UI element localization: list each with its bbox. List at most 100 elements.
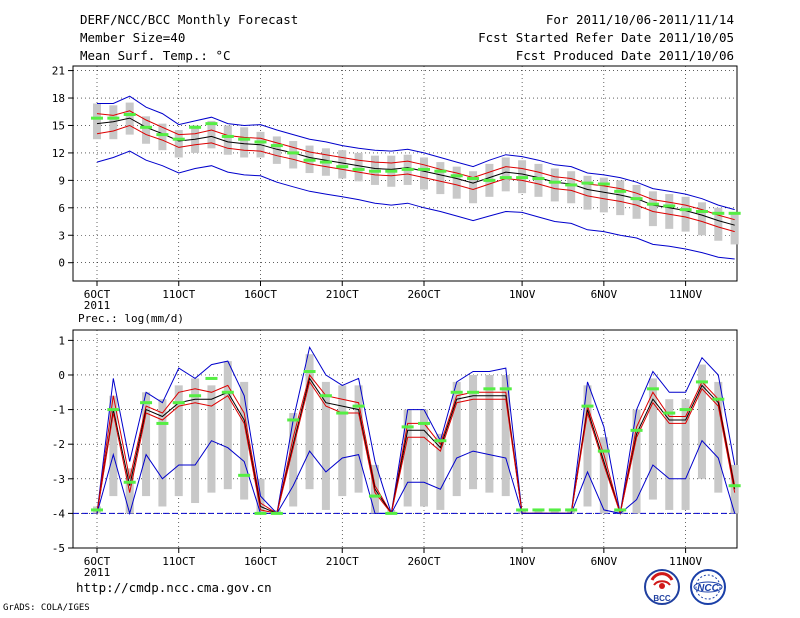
temp-mode-marker [123, 112, 136, 116]
temp-mode-marker [336, 165, 349, 169]
temp-series-lower [96, 124, 735, 233]
prec-mode-marker [565, 508, 578, 512]
temp-ensemble-box [665, 194, 674, 229]
temp-mode-marker [646, 202, 659, 206]
temp-ensemble-box [436, 162, 445, 195]
prec-mode-marker [516, 508, 529, 512]
prec-mode-marker [336, 411, 349, 415]
temp-ensemble-box [501, 157, 510, 192]
temp-mode-marker [581, 181, 594, 185]
prec-ytick-label: 1 [58, 334, 65, 347]
temp-mode-marker [532, 177, 545, 181]
temp-mode-marker [270, 144, 283, 148]
temp-mode-marker [303, 158, 316, 162]
temp-ensemble-box [648, 191, 657, 227]
temp-ensemble-box [550, 168, 559, 202]
prec-xtick-label: 26OCT [407, 555, 440, 568]
prec-title: Prec.: log(mm/d) [78, 312, 184, 325]
prec-series-ensemble-min [96, 439, 736, 516]
prec-mode-marker [352, 404, 365, 408]
temp-mode-marker [319, 160, 332, 164]
grads-credit: GrADS: COLA/IGES [3, 603, 90, 613]
temp-mode-marker [483, 178, 496, 182]
temp-xtick-label: 11OCT [162, 288, 195, 301]
temp-ensemble-box [534, 163, 543, 197]
temp-ensemble-box [616, 180, 625, 216]
prec-mode-marker [630, 428, 643, 432]
prec-mode-marker [238, 473, 251, 477]
prec-ensemble-box [681, 399, 690, 510]
temp-mode-marker [434, 169, 447, 173]
temp-mode-marker [287, 151, 300, 155]
prec-mode-marker [418, 421, 430, 425]
temp-ensemble-box [567, 171, 576, 204]
temp-xtick-label: 6NOV [591, 288, 618, 301]
temp-ensemble-box [469, 171, 478, 204]
prec-ensemble-box [485, 374, 494, 493]
temp-ensemble-box [681, 196, 690, 232]
temp-ensemble-box [338, 150, 347, 179]
agency-logos: BCC NCC [636, 566, 736, 612]
temp-mode-marker [679, 208, 692, 212]
temp-mode-marker [597, 182, 610, 186]
prec-ensemble-box [452, 381, 461, 497]
prec-mode-marker [532, 508, 545, 512]
variable-label: Mean Surf. Temp.: °C [80, 48, 231, 63]
temp-ensemble-box [272, 136, 281, 164]
prec-mode-marker [156, 421, 169, 425]
temp-xtick-label: 16OCT [244, 288, 277, 301]
prec-mode-marker [270, 511, 283, 515]
forecast-period-label: For 2011/10/06-2011/11/14 [545, 12, 734, 27]
prec-series-ensemble-max [96, 345, 736, 515]
prec-mode-marker [303, 370, 316, 374]
prec-mode-marker [254, 511, 267, 515]
prec-ensemble-box [469, 374, 478, 490]
temp-mode-marker [499, 176, 512, 180]
prec-series-upper [96, 373, 736, 515]
temp-mode-marker [156, 133, 169, 137]
prec-xtick-label: 1NOV [509, 555, 536, 568]
prec-ensemble-box [223, 361, 232, 490]
temp-mode-marker [450, 174, 463, 178]
temp-mode-marker [385, 169, 398, 173]
prec-ensemble-box [142, 392, 151, 497]
prec-mode-marker [368, 494, 381, 498]
prec-ensemble-box [158, 399, 167, 507]
temp-xtick-label: 1NOV [509, 288, 536, 301]
temp-mode-marker [91, 116, 103, 120]
prec-ytick-label: -2 [52, 438, 65, 451]
temp-ensemble-box [714, 207, 723, 241]
prec-xtick-label: 11OCT [162, 555, 195, 568]
source-url[interactable]: http://cmdp.ncc.cma.gov.cn [76, 580, 272, 595]
temp-mode-marker [140, 125, 153, 129]
prec-ytick-label: -3 [52, 473, 65, 486]
prec-ensemble-box [665, 399, 674, 510]
prec-mode-marker [287, 418, 300, 422]
prec-mode-marker [614, 508, 627, 512]
temp-ensemble-box [420, 157, 428, 190]
prec-ensemble-box [338, 385, 347, 497]
temp-mode-marker [712, 211, 725, 215]
prec-ensemble-box [714, 381, 723, 493]
temp-mode-marker [205, 122, 218, 126]
temp-xtick-label: 26OCT [407, 288, 440, 301]
temp-ytick-label: 12 [52, 147, 65, 160]
prec-mode-marker [728, 484, 741, 488]
temp-ytick-label: 21 [52, 65, 65, 78]
temp-ensemble-box [583, 175, 592, 210]
prec-mode-marker [499, 387, 512, 391]
prec-mode-marker [483, 387, 496, 391]
temp-ytick-label: 15 [52, 119, 65, 132]
temp-ytick-label: 9 [58, 174, 65, 187]
temp-ytick-label: 0 [58, 257, 65, 270]
prec-mode-marker [189, 394, 202, 398]
prec-ytick-label: -4 [52, 507, 66, 520]
temp-mode-marker [548, 180, 561, 184]
temp-ytick-label: 3 [58, 229, 65, 242]
temp-series-ensemble-min [96, 150, 735, 260]
temp-ensemble-box [142, 116, 151, 144]
temp-ensemble-box [207, 120, 216, 149]
prec-xtick-label: 21OCT [326, 555, 359, 568]
temp-mode-marker [695, 209, 708, 213]
